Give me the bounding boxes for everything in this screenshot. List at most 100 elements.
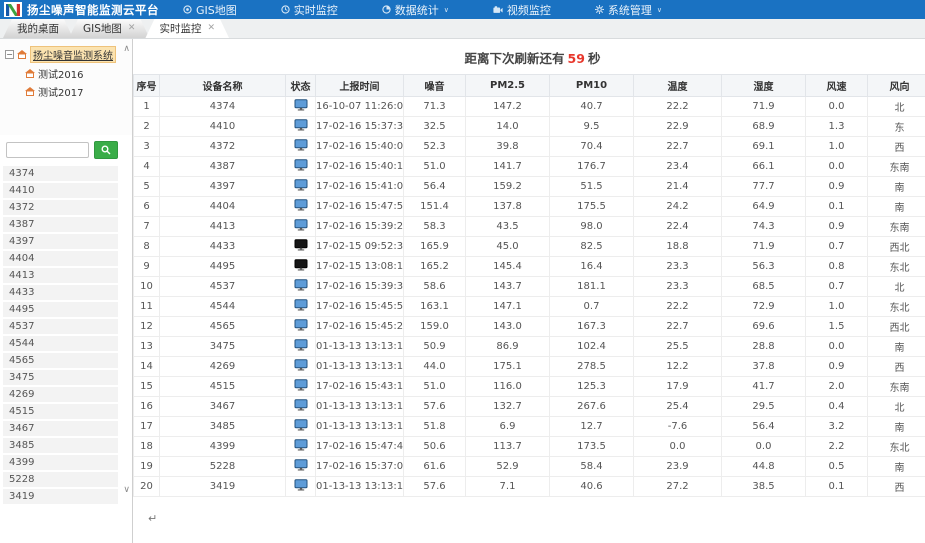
device-status-monitor-icon <box>294 219 308 231</box>
table-row[interactable]: 5 4397 17-02-16 15:41:01 <box>133 176 925 197</box>
cell-wind-direction: 南 <box>867 196 925 217</box>
menu-gis-map[interactable]: GIS地图 <box>183 2 237 18</box>
home-icon <box>25 69 35 78</box>
cell-pm10: 12.7 <box>549 416 634 437</box>
tab-bar: 我的桌面 GIS地图 ✕ 实时监控 ✕ <box>0 19 925 39</box>
table-row[interactable]: 15 4515 17-02-16 15:43:10 <box>133 376 925 397</box>
cell-device-name: 4515 <box>159 376 286 397</box>
device-list-item[interactable]: 3485 <box>3 438 118 453</box>
table-row[interactable]: 3 4372 17-02-16 15:40:00 <box>133 136 925 157</box>
cell-index: 6 <box>133 196 160 217</box>
cell-noise: 50.6 <box>403 436 466 457</box>
cell-wind-speed: 2.0 <box>805 376 868 397</box>
cell-temperature: 17.9 <box>633 376 722 397</box>
cell-device-name: 4413 <box>159 216 286 237</box>
cell-pm25: 14.0 <box>465 116 550 137</box>
device-list-item[interactable]: 4397 <box>3 234 118 249</box>
device-list-item[interactable]: 4269 <box>3 387 118 402</box>
cell-device-name: 4433 <box>159 236 286 257</box>
table-row[interactable]: 8 4433 17-02-15 09:52:37 <box>133 236 925 257</box>
device-list-item[interactable]: 3419 <box>3 489 118 504</box>
cell-pm25: 143.7 <box>465 276 550 297</box>
table-row[interactable]: 12 4565 17-02-16 15:45:24 <box>133 316 925 337</box>
close-icon[interactable]: ✕ <box>127 23 136 33</box>
cell-noise: 165.2 <box>403 256 466 277</box>
tab-my-desktop[interactable]: 我的桌面 <box>3 19 73 38</box>
cell-pm25: 86.9 <box>465 336 550 357</box>
table-row[interactable]: 18 4399 17-02-16 15:47:45 <box>133 436 925 457</box>
menu-system-manage[interactable]: 系统管理 ∨ <box>594 2 662 18</box>
table-row[interactable]: 17 3485 01-13-13 13:13:13 <box>133 416 925 437</box>
cell-wind-speed: 1.5 <box>805 316 868 337</box>
cell-device-name: 4544 <box>159 296 286 317</box>
device-list-item[interactable]: 5228 <box>3 472 118 487</box>
cell-index: 11 <box>133 296 160 317</box>
cell-noise: 52.3 <box>403 136 466 157</box>
menu-data-statistics[interactable]: 数据统计 ∨ <box>382 2 449 18</box>
table-row[interactable]: 4 4387 17-02-16 15:40:11 <box>133 156 925 177</box>
cell-index: 15 <box>133 376 160 397</box>
cell-wind-direction: 北 <box>867 276 925 297</box>
cell-device-name: 4399 <box>159 436 286 457</box>
device-list-item[interactable]: 4410 <box>3 183 118 198</box>
device-list-item[interactable]: 3475 <box>3 370 118 385</box>
chevron-down-icon: ∨ <box>443 5 449 14</box>
tab-realtime-monitor[interactable]: 实时监控 ✕ <box>145 19 229 38</box>
device-list-item[interactable]: 4404 <box>3 251 118 266</box>
device-list-item[interactable]: 4515 <box>3 404 118 419</box>
cell-temperature: 0.0 <box>633 436 722 457</box>
device-list-item[interactable]: 4495 <box>3 302 118 317</box>
device-list-item[interactable]: 4387 <box>3 217 118 232</box>
cell-report-time: 01-13-13 13:13:13 <box>315 356 404 377</box>
table-row[interactable]: 13 3475 01-13-13 13:13:13 <box>133 336 925 357</box>
scroll-down-icon[interactable]: ∨ <box>123 485 130 495</box>
search-button[interactable] <box>94 141 118 159</box>
device-list-item[interactable]: 4537 <box>3 319 118 334</box>
tab-gis-map[interactable]: GIS地图 ✕ <box>69 19 149 38</box>
device-tree: − 扬尘噪音监测系统 测试2016 测试2017 <box>0 39 132 135</box>
cell-report-time: 01-13-13 13:13:13 <box>315 336 404 357</box>
column-header: 状态 <box>285 74 316 97</box>
close-icon[interactable]: ✕ <box>207 23 215 33</box>
table-row[interactable]: 7 4413 17-02-16 15:39:28 <box>133 216 925 237</box>
cell-index: 7 <box>133 216 160 237</box>
table-row[interactable]: 16 3467 01-13-13 13:13:13 <box>133 396 925 417</box>
cell-noise: 165.9 <box>403 236 466 257</box>
table-row[interactable]: 20 3419 01-13-13 13:13:13 <box>133 476 925 497</box>
device-list-item[interactable]: 4372 <box>3 200 118 215</box>
tree-node-test2016[interactable]: 测试2016 <box>25 66 118 81</box>
device-status-monitor-icon <box>294 399 308 411</box>
device-list-item[interactable]: 4413 <box>3 268 118 283</box>
device-list-item[interactable]: 4544 <box>3 336 118 351</box>
table-row[interactable]: 2 4410 17-02-16 15:37:38 <box>133 116 925 137</box>
device-list-item[interactable]: 4374 <box>3 166 118 181</box>
device-status-monitor-icon <box>294 99 308 111</box>
table-row[interactable]: 9 4495 17-02-15 13:08:14 <box>133 256 925 277</box>
tree-root-node[interactable]: − 扬尘噪音监测系统 <box>5 46 118 63</box>
table-row[interactable]: 19 5228 17-02-16 15:37:00 <box>133 456 925 477</box>
table-row[interactable]: 6 4404 17-02-16 15:47:54 <box>133 196 925 217</box>
search-input[interactable] <box>6 142 89 158</box>
scroll-up-icon[interactable]: ∧ <box>123 44 130 54</box>
table-row[interactable]: 14 4269 01-13-13 13:13:13 <box>133 356 925 377</box>
search-icon <box>101 145 111 155</box>
device-list-item[interactable]: 3467 <box>3 421 118 436</box>
cell-index: 9 <box>133 256 160 277</box>
tree-node-test2017[interactable]: 测试2017 <box>25 84 118 99</box>
device-list-item[interactable]: 4565 <box>3 353 118 368</box>
table-row[interactable]: 11 4544 17-02-16 15:45:59 <box>133 296 925 317</box>
menu-video-monitor[interactable]: 视频监控 <box>493 2 551 18</box>
device-list-item[interactable]: 4433 <box>3 285 118 300</box>
data-statistics-icon <box>382 5 391 14</box>
tree-collapse-icon[interactable]: − <box>5 50 14 59</box>
cell-temperature: 23.4 <box>633 156 722 177</box>
device-list-item[interactable]: 4399 <box>3 455 118 470</box>
menu-realtime-monitor[interactable]: 数据统计 实时监控 <box>281 2 338 18</box>
device-status-monitor-icon <box>294 199 308 211</box>
cell-report-time: 16-10-07 11:26:02 <box>315 96 404 117</box>
cell-wind-speed: 0.0 <box>805 96 868 117</box>
table-row[interactable]: 1 4374 16-10-07 11:26:02 <box>133 96 925 117</box>
cell-pm25: 116.0 <box>465 376 550 397</box>
table-row[interactable]: 10 4537 17-02-16 15:39:34 <box>133 276 925 297</box>
column-header: PM10 <box>549 74 634 97</box>
